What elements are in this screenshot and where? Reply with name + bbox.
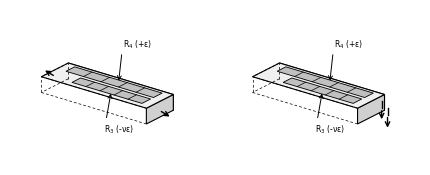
- Polygon shape: [279, 63, 384, 110]
- Polygon shape: [41, 63, 173, 108]
- Polygon shape: [66, 67, 162, 97]
- Polygon shape: [276, 67, 372, 97]
- Text: R$_4$ (+ε): R$_4$ (+ε): [333, 39, 362, 51]
- Polygon shape: [252, 63, 384, 108]
- Polygon shape: [357, 94, 384, 124]
- Text: R$_3$ (-νε): R$_3$ (-νε): [104, 123, 134, 136]
- Text: R$_4$ (+ε): R$_4$ (+ε): [123, 39, 152, 51]
- Text: R$_3$ (-νε): R$_3$ (-νε): [315, 123, 344, 136]
- Polygon shape: [72, 78, 150, 103]
- Polygon shape: [283, 78, 361, 103]
- Polygon shape: [68, 63, 173, 110]
- Polygon shape: [146, 94, 173, 124]
